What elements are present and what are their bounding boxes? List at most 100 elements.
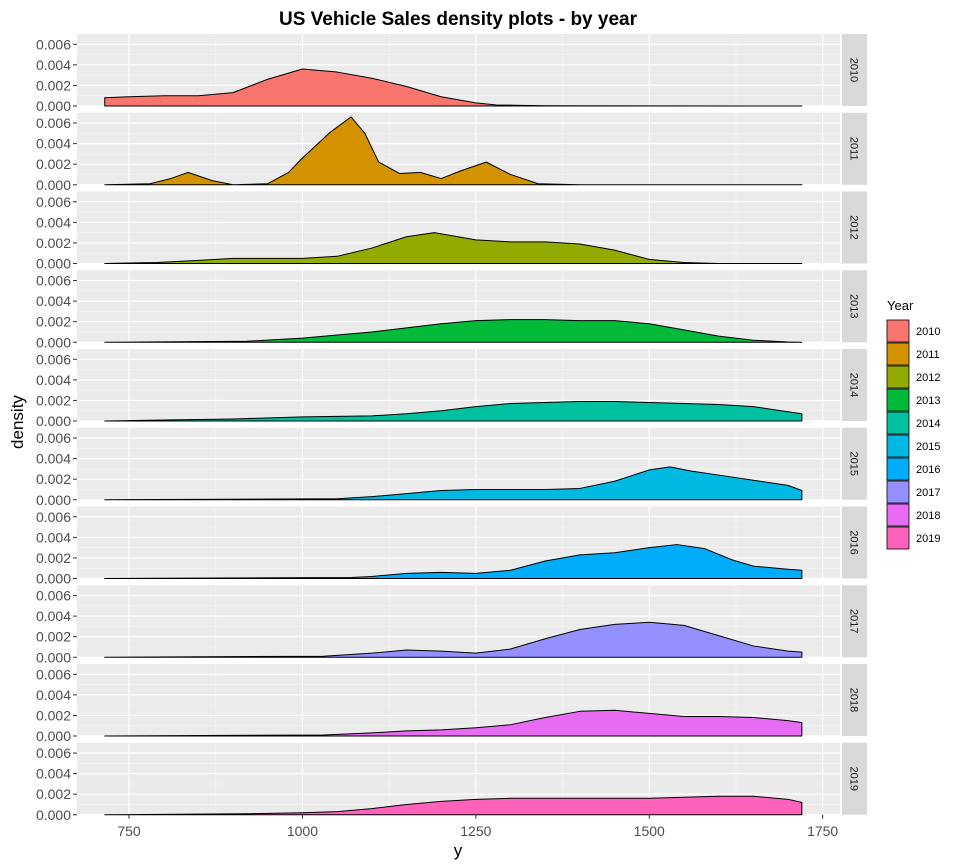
y-tick-label: 0.006	[36, 194, 71, 210]
y-tick-label: 0.002	[36, 707, 71, 723]
facet-panel-2017: 0.000 0.002 0.004 0.006 2017	[36, 585, 867, 665]
y-tick-label: 0.002	[36, 392, 71, 408]
legend-label-2017: 2017	[916, 487, 940, 499]
y-tick-label: 0.006	[36, 509, 71, 525]
facet-strip	[842, 427, 867, 500]
legend-key-2017	[886, 480, 910, 504]
x-tick-label: 1000	[287, 823, 318, 839]
y-tick-label: 0.002	[36, 550, 71, 566]
y-tick-label: 0.000	[36, 177, 71, 193]
legend-key-2018	[886, 503, 910, 527]
chart-title: US Vehicle Sales density plots - by year	[279, 9, 638, 30]
y-tick-label: 0.000	[36, 334, 71, 350]
density-area-2014	[104, 400, 803, 422]
legend-label-2015: 2015	[916, 441, 940, 453]
facet-strip-label: 2019	[848, 767, 860, 791]
facet-strip	[842, 191, 867, 264]
y-tick-label: 0.006	[36, 36, 71, 52]
y-tick-label: 0.004	[36, 608, 71, 624]
y-tick-label: 0.002	[36, 235, 71, 251]
legend-label-2014: 2014	[916, 418, 940, 430]
facet-panel-2012: 0.000 0.002 0.004 0.006 2012	[36, 191, 867, 272]
y-tick-label: 0.000	[36, 98, 71, 114]
legend-key-2012	[886, 365, 910, 389]
facet-strip-label: 2010	[848, 58, 860, 82]
legend-key-2013	[886, 388, 910, 412]
y-tick-label: 0.006	[36, 666, 71, 682]
panel-background	[77, 34, 840, 106]
density-area-2016	[104, 544, 803, 579]
y-tick-label: 0.000	[36, 728, 71, 744]
facet-strip-label: 2013	[848, 294, 860, 318]
y-tick-label: 0.004	[36, 293, 71, 309]
density-area-2015	[104, 466, 803, 501]
x-tick-label: 1750	[807, 823, 838, 839]
facet-strip-label: 2017	[848, 609, 860, 633]
facet-panels: 0.0000.0020.0040.00620100.0000.0020.0040…	[36, 34, 867, 823]
legend-label-2010: 2010	[916, 326, 940, 338]
y-tick-label: 0.004	[36, 451, 71, 467]
y-tick-label: 0.000	[36, 649, 71, 665]
facet-strip-label: 2011	[848, 137, 860, 161]
legend-key-2010	[886, 319, 910, 343]
legend-key-2016	[886, 457, 910, 481]
legend-title: Year	[887, 298, 914, 313]
legend-label-2019: 2019	[916, 533, 940, 545]
y-tick-label: 0.002	[36, 314, 71, 330]
facet-panel-2011: 0.000 0.002 0.004 0.006 2011	[36, 112, 867, 193]
facet-strip	[842, 34, 867, 106]
y-tick-label: 0.000	[36, 413, 71, 429]
y-tick-label: 0.004	[36, 766, 71, 782]
density-area-2019	[104, 795, 803, 816]
y-tick-label: 0.002	[36, 471, 71, 487]
facet-panel-2018: 0.000 0.002 0.004 0.006 2018	[36, 664, 867, 744]
y-tick-label: 0.004	[36, 136, 71, 152]
density-area-2010	[104, 68, 803, 107]
facet-panel-2015: 0.000 0.002 0.004 0.006 2015	[36, 427, 867, 508]
y-tick-label: 0.000	[36, 571, 71, 587]
y-tick-label: 0.004	[36, 214, 71, 230]
legend-label-2012: 2012	[916, 372, 940, 384]
facet-strip	[842, 112, 867, 185]
facet-strip-label: 2012	[848, 215, 860, 239]
y-tick-label: 0.004	[36, 687, 71, 703]
facet-strip	[842, 349, 867, 421]
y-tick-label: 0.002	[36, 77, 71, 93]
facet-panel-2019: 0.000 0.002 0.004 0.006 2019	[36, 742, 867, 823]
y-tick-label: 0.000	[36, 807, 71, 823]
density-area-2012	[104, 232, 803, 264]
facet-strip-label: 2018	[848, 688, 860, 712]
facet-panel-2013: 0.000 0.002 0.004 0.006 2013	[36, 270, 867, 350]
y-tick-label: 0.000	[36, 492, 71, 508]
y-tick-label: 0.006	[36, 430, 71, 446]
facet-strip-label: 2015	[848, 452, 860, 476]
facet-strip	[842, 742, 867, 815]
y-tick-label: 0.002	[36, 156, 71, 172]
y-tick-label: 0.004	[36, 57, 71, 73]
density-area-2017	[104, 621, 803, 658]
legend-label-2013: 2013	[916, 395, 940, 407]
y-tick-label: 0.006	[36, 351, 71, 367]
facet-strip-label: 2014	[848, 373, 860, 397]
x-tick-label: 750	[117, 823, 141, 839]
y-tick-label: 0.006	[36, 273, 71, 289]
facet-panel-2016: 0.000 0.002 0.004 0.006 2016	[36, 506, 867, 587]
facet-strip	[842, 506, 867, 579]
y-tick-label: 0.002	[36, 786, 71, 802]
y-tick-label: 0.004	[36, 372, 71, 388]
facet-panel-2014: 0.000 0.002 0.004 0.006 2014	[36, 349, 867, 429]
density-area-2011	[104, 116, 803, 186]
legend-key-2015	[886, 434, 910, 458]
x-axis: 750 1000 1250 1500 1750	[117, 814, 838, 839]
facet-strip	[842, 270, 867, 343]
y-tick-label: 0.000	[36, 256, 71, 272]
legend-key-2014	[886, 411, 910, 435]
y-tick-label: 0.006	[36, 588, 71, 604]
legend: Year 2010 2011 2012 2013 2014 2015 2016 2017 201…	[886, 298, 940, 550]
y-tick-label: 0.006	[36, 115, 71, 131]
y-tick-label: 0.002	[36, 629, 71, 645]
density-area-2018	[104, 709, 803, 737]
x-axis-title: y	[454, 841, 463, 860]
x-tick-label: 1250	[460, 823, 491, 839]
facet-strip-label: 2016	[848, 530, 860, 554]
